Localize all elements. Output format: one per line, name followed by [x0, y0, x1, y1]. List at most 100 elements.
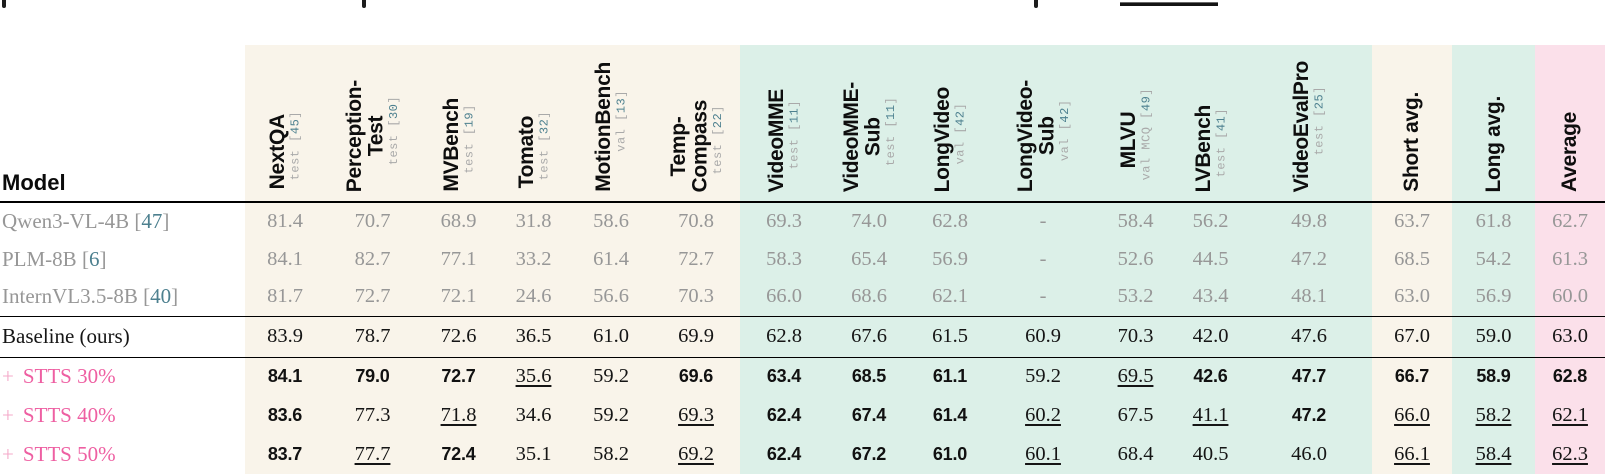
rotated-header-label: VideoEvalPro test [25] [1290, 60, 1327, 192]
benchmark-split-label: val [42] [1057, 99, 1072, 161]
table-row-stts-50: + STTS 50% 83.7 77.7 72.4 35.1 58.2 69.2 62.4 67.… [0, 435, 1605, 474]
value-cell: 61.8 [1452, 202, 1535, 240]
value-cell: 58.6 [570, 202, 652, 240]
value-cell: 72.7 [652, 240, 740, 278]
table-row-qwen3-vl-4b: Qwen3-VL-4B [47] 81.4 70.7 68.9 31.8 58.6 70.8… [0, 202, 1605, 240]
benchmark-name: Long avg. [1481, 95, 1505, 192]
column-header-mlvu: MLVU val MCQ [49] [1096, 45, 1175, 203]
citation-link[interactable]: [42] [1057, 99, 1072, 130]
value-cell: 83.6 [245, 396, 325, 435]
value-cell: 63.7 [1372, 202, 1452, 240]
benchmark-name: Average [1558, 111, 1582, 192]
citation-link[interactable]: [6] [81, 246, 107, 271]
citation-link[interactable]: [49] [1139, 87, 1154, 119]
column-header-videomme: VideoMME test [11] [740, 45, 828, 203]
citation-link[interactable]: [32] [537, 110, 552, 142]
value-cell: 67.0 [1372, 315, 1452, 358]
value-cell: 35.1 [497, 435, 570, 474]
citation-link[interactable]: [42] [953, 102, 968, 134]
value-cell: 70.8 [652, 202, 740, 240]
value-cell: 79.0 [325, 357, 420, 396]
cropped-letter-descender [2, 0, 6, 8]
citation-link[interactable]: [22] [710, 105, 725, 136]
benchmark-split-label: test [11] [787, 99, 802, 169]
citation-link[interactable]: [40] [143, 284, 179, 309]
value-cell: 56.6 [570, 278, 652, 316]
value-cell: 70.7 [325, 202, 420, 240]
benchmark-split-label: test [22] [710, 105, 725, 175]
benchmark-name: Tomato [514, 115, 538, 188]
model-label: + STTS 40% [2, 403, 116, 427]
benchmark-name: VideoMME- Sub [839, 81, 884, 192]
benchmark-name: Temp- Compass [666, 99, 711, 192]
plus-sign: + [2, 364, 14, 389]
citation-link[interactable]: [45] [288, 110, 303, 142]
value-cell: 69.3 [652, 396, 740, 435]
benchmark-split-label: val [13] [614, 90, 629, 152]
value-cell: 31.8 [497, 202, 570, 240]
value-cell: 49.8 [1246, 202, 1372, 240]
rotated-header-label: Short avg. [1400, 92, 1423, 192]
benchmark-split-label: test [19] [462, 104, 477, 174]
column-header-lvbench: LVBench test [41] [1175, 45, 1246, 203]
benchmark-name: NextQA [266, 113, 290, 189]
value-cell: 72.7 [420, 357, 497, 396]
benchmark-name: LVBench [1191, 104, 1215, 192]
value-cell: 54.2 [1452, 240, 1535, 278]
benchmark-name: MLVU [1116, 111, 1140, 169]
benchmark-split-label: test [11] [883, 96, 898, 166]
column-header-mvbench: MVBench test [19] [420, 45, 497, 203]
value-cell: 66.0 [1372, 396, 1452, 435]
value-cell: 59.2 [570, 396, 652, 435]
rotated-header-label: LVBench test [41] [1191, 104, 1229, 192]
cropped-letter-descender [1034, 0, 1038, 8]
table-row-baseline-ours: Baseline (ours) 83.9 78.7 72.6 36.5 61.0 69.9 6… [0, 315, 1605, 358]
model-label: + STTS 30% [2, 364, 116, 389]
column-header-motionbench: MotionBench val [13] [570, 45, 652, 203]
value-cell: 60.9 [990, 315, 1096, 358]
model-label: PLM-8B [6] [2, 246, 107, 271]
column-header-perception-test: Perception- Test test [30] [325, 45, 420, 203]
value-cell: 58.4 [1096, 202, 1175, 240]
citation-link[interactable]: [19] [462, 104, 477, 136]
benchmark-name: VideoEvalPro [1290, 60, 1314, 192]
value-cell: 77.7 [325, 435, 420, 474]
rotated-header-label: MLVU val MCQ [49] [1116, 87, 1154, 192]
value-cell: 33.2 [497, 240, 570, 278]
citation-link[interactable]: [41] [1214, 107, 1229, 139]
benchmark-name: MotionBench [592, 62, 616, 192]
benchmark-split-label: val [42] [953, 102, 968, 165]
value-cell: 70.3 [652, 278, 740, 316]
value-cell: 59.0 [1452, 315, 1535, 358]
value-cell: 60.1 [990, 435, 1096, 474]
value-cell: 72.4 [420, 435, 497, 474]
value-cell: 61.5 [910, 315, 990, 358]
citation-link[interactable]: [13] [614, 90, 629, 122]
rotated-header-label: MotionBench val [13] [592, 62, 629, 192]
value-cell: 62.1 [1535, 396, 1605, 435]
value-cell: 58.9 [1452, 357, 1535, 396]
rotated-header-label: MVBench test [19] [440, 98, 477, 192]
value-cell: 66.7 [1372, 357, 1452, 396]
citation-link[interactable]: [11] [883, 96, 898, 128]
citation-link[interactable]: [47] [134, 209, 170, 233]
value-cell: 61.4 [570, 240, 652, 278]
rotated-header-label: VideoMME- Sub test [11] [839, 81, 898, 192]
citation-link[interactable]: [11] [787, 99, 802, 131]
benchmark-split-label: val MCQ [49] [1139, 87, 1154, 180]
benchmark-split-label: test [25] [1312, 85, 1327, 155]
value-cell: 69.3 [740, 202, 828, 240]
table-row-plm-8b: PLM-8B [6] 84.1 82.7 77.1 33.2 61.4 72.7 58.3 65… [0, 240, 1605, 278]
benchmark-name: LongVideo- Sub [1013, 79, 1058, 192]
value-cell: 72.1 [420, 278, 497, 316]
rotated-header-label: Long avg. [1481, 95, 1505, 192]
citation-link[interactable]: [30] [386, 95, 401, 127]
value-cell: 60.2 [990, 396, 1096, 435]
value-cell: - [990, 202, 1096, 240]
value-cell: 62.7 [1535, 202, 1605, 240]
value-cell: 62.4 [740, 435, 828, 474]
value-cell: 69.2 [652, 435, 740, 474]
value-cell: 77.1 [420, 240, 497, 278]
value-cell: 81.4 [245, 202, 325, 240]
citation-link[interactable]: [25] [1312, 85, 1327, 117]
